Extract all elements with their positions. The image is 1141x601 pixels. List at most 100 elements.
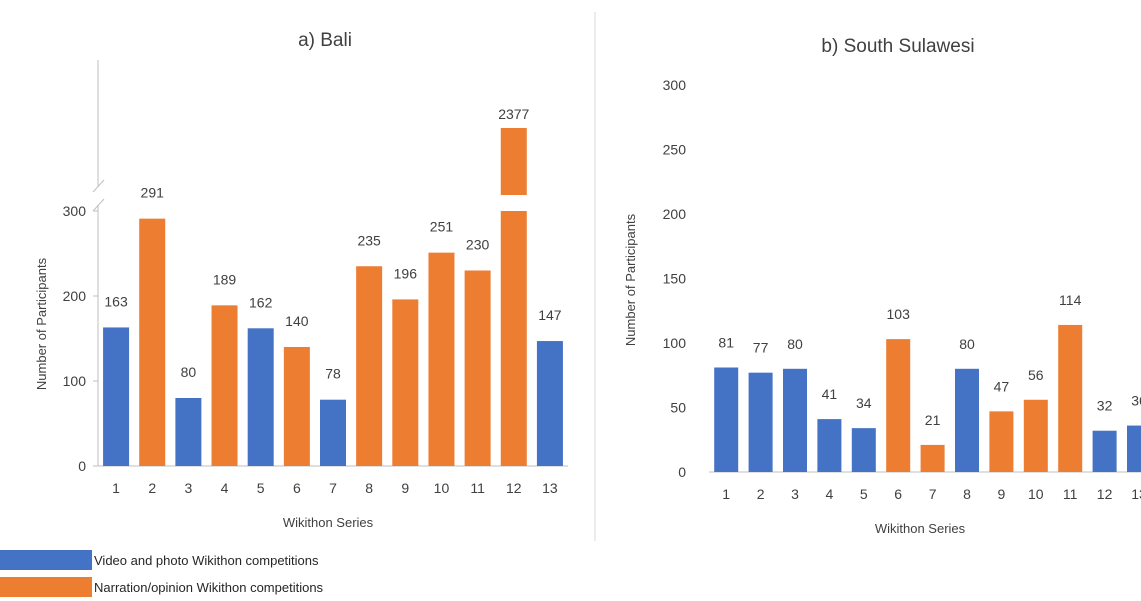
bar xyxy=(536,341,563,466)
y-tick-label: 100 xyxy=(663,335,687,351)
data-label: 36 xyxy=(1131,393,1141,409)
x-tick-label: 5 xyxy=(257,480,265,496)
bar-break-segment xyxy=(500,128,527,195)
data-label: 291 xyxy=(141,185,165,201)
chart-title-south-sulawesi: b) South Sulawesi xyxy=(821,36,974,57)
bar xyxy=(392,299,419,466)
x-tick-label: 3 xyxy=(184,480,192,496)
bar xyxy=(283,347,310,466)
legend-item-video-photo: Video and photo Wikithon competitions xyxy=(0,549,520,571)
bars-bali xyxy=(103,128,563,466)
data-label: 189 xyxy=(213,271,237,287)
bar xyxy=(1092,430,1117,472)
legend-item-narration-opinion: Narration/opinion Wikithon competitions xyxy=(0,576,520,598)
bar xyxy=(851,428,876,472)
data-label: 230 xyxy=(466,237,490,253)
data-label: 21 xyxy=(925,412,941,428)
bar xyxy=(175,398,202,466)
data-label: 163 xyxy=(104,293,128,309)
bar xyxy=(1058,324,1083,472)
x-axis-label-bali: Wikithon Series xyxy=(283,515,374,530)
y-tick-label: 100 xyxy=(63,373,87,389)
y-tick-label: 0 xyxy=(678,464,686,480)
bar xyxy=(428,252,455,466)
legend-swatch-video-photo xyxy=(0,550,92,570)
y-axis-label-bali: Number of Participants xyxy=(34,257,49,390)
x-tick-label: 5 xyxy=(860,486,868,502)
x-axis-label-south-sulawesi: Wikithon Series xyxy=(875,521,966,536)
y-tick-label: 200 xyxy=(63,288,87,304)
data-label: 77 xyxy=(753,340,769,356)
data-label: 103 xyxy=(887,306,911,322)
x-tick-label: 2 xyxy=(148,480,156,496)
data-label: 2377 xyxy=(498,106,529,122)
bar xyxy=(748,372,773,472)
data-label: 56 xyxy=(1028,367,1044,383)
y-tick-label: 50 xyxy=(670,400,686,416)
chart-title-bali: a) Bali xyxy=(298,30,352,51)
data-labels-bali: 163 291 80 189 162 140 78 235 196 251 230 2377 147 xyxy=(104,106,561,382)
data-label: 41 xyxy=(822,386,838,402)
ticks-south-sulawesi: 05010015020025030012345678910111213 xyxy=(663,77,1141,502)
chart-south-sulawesi: b) South Sulawesi Number of Participants… xyxy=(623,36,1141,536)
axis-break-mark xyxy=(92,198,105,212)
data-labels-south-sulawesi: 81 77 80 41 34 103 21 80 47 56 114 32 36 xyxy=(718,292,1141,428)
bar xyxy=(955,368,979,472)
bar xyxy=(139,218,166,466)
x-tick-label: 8 xyxy=(365,480,373,496)
x-tick-label: 12 xyxy=(1097,486,1113,502)
data-label: 34 xyxy=(856,395,872,411)
data-label: 80 xyxy=(787,336,803,352)
data-label: 81 xyxy=(718,335,734,351)
data-label: 251 xyxy=(430,219,454,235)
legend-label-narration-opinion: Narration/opinion Wikithon competitions xyxy=(94,579,324,595)
x-tick-label: 13 xyxy=(1131,486,1141,502)
data-label: 32 xyxy=(1097,398,1113,414)
data-label: 78 xyxy=(325,366,341,382)
x-tick-label: 10 xyxy=(1028,486,1044,502)
data-label: 162 xyxy=(249,294,273,310)
bar xyxy=(714,367,739,472)
axis-break-mark xyxy=(92,179,105,193)
x-tick-label: 13 xyxy=(542,480,558,496)
x-tick-label: 10 xyxy=(434,480,450,496)
x-tick-label: 4 xyxy=(826,486,834,502)
x-tick-label: 7 xyxy=(929,486,937,502)
x-tick-label: 6 xyxy=(293,480,301,496)
bar xyxy=(1023,399,1048,472)
chart-bali: a) Bali Number of Participants Wikithon … xyxy=(34,30,568,530)
bar xyxy=(356,266,383,466)
data-label: 114 xyxy=(1059,292,1082,308)
bar xyxy=(817,419,842,472)
bar xyxy=(783,368,807,472)
y-tick-label: 0 xyxy=(78,458,86,474)
data-label: 196 xyxy=(394,265,418,281)
x-tick-label: 11 xyxy=(470,480,485,496)
bar xyxy=(247,328,274,466)
x-tick-label: 6 xyxy=(894,486,902,502)
bars-south-sulawesi xyxy=(714,324,1141,472)
legend-swatch-narration-opinion xyxy=(0,577,92,597)
data-label: 47 xyxy=(994,378,1010,394)
data-label: 140 xyxy=(285,313,309,329)
y-tick-label: 300 xyxy=(663,77,687,93)
bar xyxy=(1127,425,1141,472)
x-tick-label: 12 xyxy=(506,480,522,496)
bar xyxy=(211,305,238,466)
bar xyxy=(500,211,527,466)
x-tick-label: 9 xyxy=(998,486,1006,502)
bar xyxy=(320,399,346,466)
y-tick-label: 300 xyxy=(63,203,87,219)
x-tick-label: 1 xyxy=(722,486,730,502)
bar xyxy=(920,444,945,472)
x-tick-label: 4 xyxy=(221,480,229,496)
y-tick-label: 150 xyxy=(663,271,687,287)
x-tick-label: 7 xyxy=(329,480,337,496)
legend-label-video-photo: Video and photo Wikithon competitions xyxy=(94,552,319,568)
x-tick-label: 1 xyxy=(112,480,120,496)
data-label: 147 xyxy=(538,307,562,323)
bar xyxy=(886,339,911,472)
x-tick-label: 9 xyxy=(401,480,409,496)
